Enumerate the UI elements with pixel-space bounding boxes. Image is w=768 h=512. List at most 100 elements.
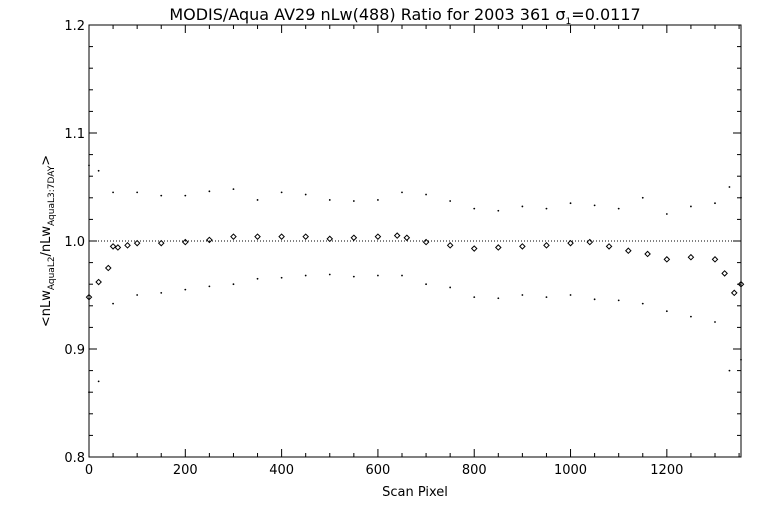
mean-point bbox=[85, 293, 93, 301]
lower-point bbox=[184, 288, 187, 291]
upper-point bbox=[497, 209, 500, 212]
lower-point bbox=[714, 321, 716, 323]
mean-point bbox=[711, 256, 719, 263]
y-tick-label: 0.9 bbox=[64, 343, 85, 358]
lower-point bbox=[280, 276, 283, 279]
mean-point bbox=[302, 233, 309, 240]
mean-point bbox=[605, 243, 613, 250]
y-axis-tick-labels: 0.8 0.9 1.0 1.1 1.2 bbox=[64, 19, 85, 466]
lower-point bbox=[641, 302, 644, 305]
upper-point bbox=[714, 202, 716, 205]
y-tick-label: 0.8 bbox=[64, 451, 85, 466]
mean-point bbox=[278, 233, 285, 240]
mean-point bbox=[494, 244, 502, 251]
y-tick-label: 1.1 bbox=[64, 127, 85, 142]
y-axis-label-sub1: AquaL2 bbox=[47, 256, 57, 290]
x-tick-label: 400 bbox=[269, 463, 294, 478]
series-lower-dots bbox=[88, 273, 742, 394]
upper-point bbox=[425, 193, 427, 196]
upper-point bbox=[665, 213, 668, 215]
upper-point bbox=[136, 191, 139, 194]
mean-point bbox=[254, 233, 261, 240]
upper-point bbox=[112, 191, 114, 194]
lower-point bbox=[665, 310, 668, 313]
upper-point bbox=[641, 196, 644, 199]
mean-point bbox=[721, 270, 728, 277]
upper-point bbox=[184, 194, 187, 197]
lower-point bbox=[208, 285, 211, 288]
upper-point bbox=[740, 196, 742, 199]
lower-point bbox=[160, 291, 163, 294]
x-tick-label: 200 bbox=[173, 463, 198, 478]
upper-point bbox=[328, 199, 331, 201]
upper-point bbox=[521, 205, 524, 208]
lower-point bbox=[256, 277, 259, 280]
upper-point bbox=[256, 199, 259, 201]
lower-point bbox=[377, 274, 379, 277]
lower-point bbox=[497, 297, 500, 300]
mean-point bbox=[109, 243, 117, 250]
y-axis-label: <nLwAquaL2/nLwAquaL3:7DAY> bbox=[39, 155, 57, 327]
mean-point bbox=[326, 235, 334, 243]
upper-point bbox=[569, 202, 572, 205]
x-tick-label: 1000 bbox=[554, 463, 587, 478]
mean-point bbox=[422, 238, 430, 246]
lower-point bbox=[593, 298, 596, 301]
x-tick-label: 1200 bbox=[650, 463, 683, 478]
y-tick-label: 1.0 bbox=[64, 235, 85, 250]
lower-point bbox=[97, 380, 100, 383]
mean-point bbox=[181, 238, 189, 246]
x-tick-label: 800 bbox=[462, 463, 487, 478]
upper-point bbox=[208, 190, 211, 193]
lower-point bbox=[569, 294, 572, 296]
lower-point bbox=[136, 294, 139, 296]
mean-point bbox=[124, 242, 131, 249]
upper-point bbox=[280, 191, 283, 194]
upper-point bbox=[473, 207, 476, 210]
mean-point bbox=[470, 245, 478, 252]
chart-title-sigma-value: =0.0117 bbox=[571, 5, 640, 24]
lower-point bbox=[740, 358, 742, 361]
upper-point bbox=[304, 193, 307, 196]
y-axis-ticks bbox=[89, 24, 741, 458]
lower-point bbox=[473, 296, 476, 299]
lower-point bbox=[304, 274, 307, 277]
mean-point bbox=[737, 280, 745, 288]
series-upper-dots bbox=[88, 164, 742, 215]
lower-point bbox=[232, 283, 235, 286]
lower-point bbox=[617, 299, 620, 302]
upper-point bbox=[593, 204, 596, 207]
lower-point bbox=[328, 273, 331, 276]
lower-point bbox=[425, 283, 427, 286]
lower-point bbox=[352, 275, 355, 278]
x-tick-label: 600 bbox=[366, 463, 391, 478]
lower-point bbox=[88, 391, 90, 394]
y-axis-label-mid: /nLw bbox=[39, 226, 54, 257]
upper-point bbox=[97, 169, 100, 172]
lower-point bbox=[690, 315, 692, 318]
y-tick-label: 1.2 bbox=[64, 19, 85, 34]
x-axis-label: Scan Pixel bbox=[382, 485, 448, 500]
y-axis-label-sub2: AquaL3:7DAY bbox=[47, 165, 57, 226]
y-axis-label-close: > bbox=[39, 155, 54, 166]
upper-point bbox=[352, 200, 355, 202]
series-mean-diamonds bbox=[85, 232, 745, 301]
mean-point bbox=[625, 247, 632, 255]
lower-point bbox=[112, 302, 114, 305]
mean-point bbox=[446, 242, 454, 249]
upper-point bbox=[232, 188, 235, 191]
x-axis-ticks bbox=[88, 25, 740, 457]
lower-point bbox=[521, 294, 524, 296]
mean-point bbox=[104, 264, 112, 272]
x-tick-label: 0 bbox=[85, 463, 93, 478]
lower-point bbox=[545, 296, 548, 299]
mean-point bbox=[133, 239, 141, 247]
upper-point bbox=[545, 207, 548, 210]
lower-point bbox=[728, 369, 731, 372]
mean-point bbox=[730, 289, 738, 297]
chart-title-main: MODIS/Aqua AV29 nLw(488) Ratio for 2003 … bbox=[169, 5, 565, 24]
chart-title: MODIS/Aqua AV29 nLw(488) Ratio for 2003 … bbox=[169, 5, 640, 27]
mean-point bbox=[393, 232, 401, 239]
mean-point bbox=[586, 238, 594, 246]
